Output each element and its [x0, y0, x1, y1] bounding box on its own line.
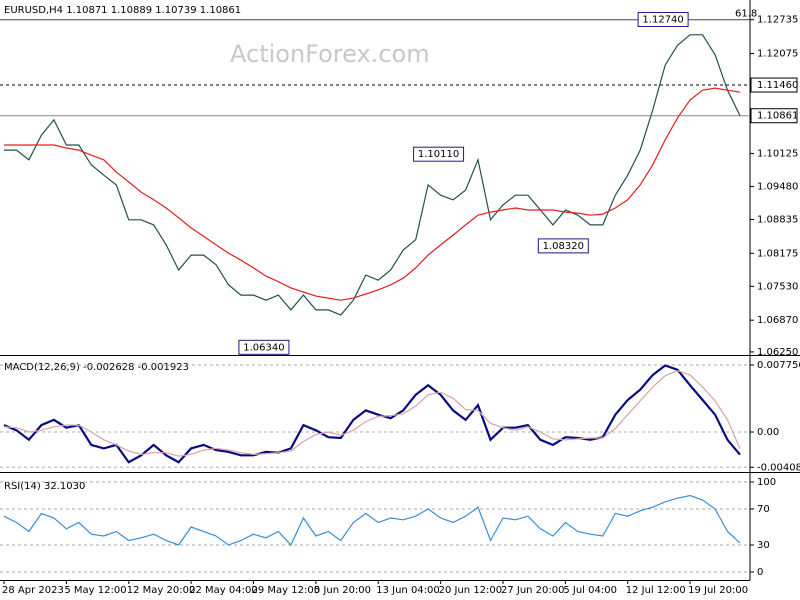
panel-title: RSI(14) 32.1030 — [4, 481, 85, 492]
y-tick-label: 1.10125 — [757, 148, 798, 159]
y-tick-label: 0.00 — [757, 427, 779, 438]
y-tick-label: 0 — [757, 567, 763, 578]
y-tick-label: 70 — [757, 504, 770, 515]
x-tick-label: 5 Jun 20:00 — [314, 585, 371, 596]
y-tick-label: 1.12075 — [757, 49, 798, 60]
series-line — [3, 494, 741, 547]
x-tick-label: 28 Apr 2023 — [2, 585, 64, 596]
x-tick-label: 20 Jun 12:00 — [439, 585, 503, 596]
annotation-box — [238, 339, 290, 355]
annotation-box — [537, 238, 589, 254]
x-tick-label: 27 Jun 20:00 — [501, 585, 565, 596]
y-tick-label: 1.08835 — [757, 215, 798, 226]
series-line — [3, 369, 741, 457]
series-line — [3, 364, 741, 464]
y-tick-label: 1.06250 — [757, 347, 798, 358]
panel-title: MACD(12,26,9) -0.002628 -0.001923 — [4, 362, 189, 373]
y-tick-label: 1.09480 — [757, 181, 798, 192]
x-tick-label: 29 May 12:00 — [251, 585, 320, 596]
x-tick-label: 22 May 04:00 — [189, 585, 258, 596]
y-tick-label: 0.007756 — [757, 360, 800, 371]
y-tick-label: 1.12735 — [757, 15, 798, 26]
x-tick-label: 12 Jul 12:00 — [626, 585, 686, 596]
y-tick-label: 1.08175 — [757, 248, 798, 259]
x-tick-label: 5 Jul 04:00 — [563, 585, 617, 596]
price-label: 1.10861 — [757, 111, 798, 122]
watermark: ActionForex.com — [230, 40, 430, 68]
annotation-label: 1.08320 — [543, 241, 584, 252]
y-tick-label: -0.004086 — [757, 462, 800, 473]
fib-label: 61.8 — [735, 9, 757, 20]
annotation-label: 1.12740 — [642, 14, 683, 25]
series-line — [4, 34, 741, 316]
panel-title: EURUSD,H4 1.10871 1.10889 1.10739 1.1086… — [4, 5, 241, 16]
y-tick-label: 1.06870 — [757, 315, 798, 326]
annotation-label: 1.10110 — [418, 149, 459, 160]
y-tick-label: 30 — [757, 540, 770, 551]
x-tick-label: 12 May 20:00 — [127, 585, 196, 596]
x-tick-label: 13 Jun 04:00 — [376, 585, 440, 596]
price-label-box — [750, 77, 798, 93]
price-label: 1.11460 — [757, 80, 798, 91]
annotation-label: 1.06340 — [243, 342, 284, 353]
price-label-box — [750, 108, 798, 124]
y-tick-label: 100 — [757, 477, 776, 488]
x-tick-label: 19 Jul 20:00 — [688, 585, 748, 596]
annotation-box — [413, 146, 465, 162]
x-tick-label: 5 May 12:00 — [64, 585, 126, 596]
annotation-box — [637, 11, 689, 27]
series-line — [4, 87, 741, 301]
y-tick-label: 1.07530 — [757, 281, 798, 292]
